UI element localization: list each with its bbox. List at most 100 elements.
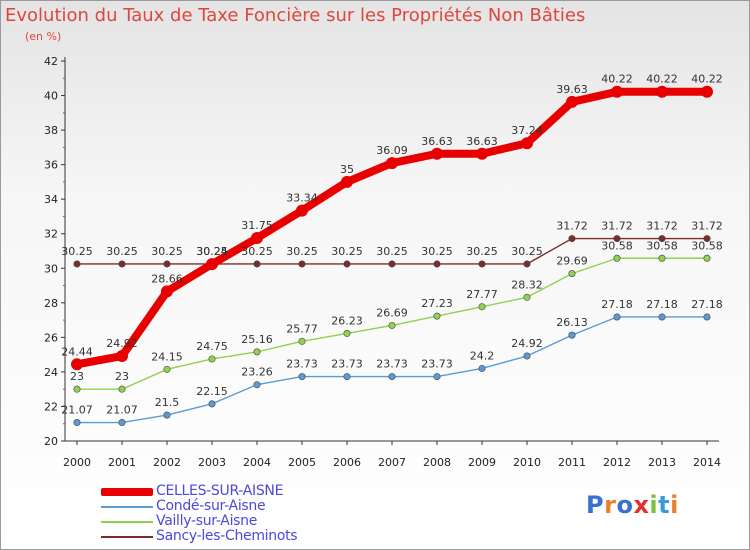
data-label: 30.25 [241,245,273,258]
y-tick-label: 32 [44,228,58,241]
chart-title: Evolution du Taux de Taxe Foncière sur l… [5,5,586,26]
y-tick-label: 42 [44,55,58,68]
data-point [703,313,711,321]
data-label: 31.72 [601,220,633,233]
data-label: 28.32 [511,278,543,291]
data-point [71,358,83,371]
data-point [566,95,578,108]
logo-letter: P [586,491,605,519]
legend-swatch [101,536,153,538]
data-point [613,235,621,243]
legend-swatch [101,506,153,508]
data-point [343,260,351,268]
data-point [163,411,171,419]
x-tick-label: 2011 [558,456,586,469]
legend-label: Sancy-les-Cheminots [156,528,298,544]
data-label: 31.72 [646,220,678,233]
data-point [386,157,398,170]
data-point [206,258,218,271]
data-point [523,260,531,268]
data-label: 30.25 [421,245,453,258]
legend-label: Condé-sur-Aisne [156,498,266,514]
data-point [118,419,126,427]
data-point [388,373,396,381]
data-label: 26.69 [376,306,408,319]
data-point [431,147,443,160]
data-label: 31.75 [241,219,273,232]
data-point [116,350,128,363]
y-tick-label: 26 [44,331,58,344]
data-point [568,331,576,339]
data-point [656,85,668,98]
data-label: 23.73 [376,358,408,371]
data-point [388,321,396,329]
x-tick-label: 2009 [468,456,496,469]
y-tick-label: 28 [44,297,58,310]
data-point [298,260,306,268]
data-point [703,235,711,243]
y-tick-label: 34 [44,193,58,206]
data-label: 26.23 [331,314,363,327]
data-point [343,373,351,381]
data-label: 30.25 [106,245,138,258]
x-tick-label: 2012 [603,456,631,469]
data-label: 24.2 [470,349,495,362]
data-point [251,232,263,245]
data-point [118,260,126,268]
data-point [73,419,81,427]
data-label: 29.69 [556,255,588,268]
data-point [161,285,173,298]
data-label: 23.26 [241,366,273,379]
data-label: 35 [340,163,354,176]
data-point [341,175,353,188]
logo-letter: i [649,491,659,519]
y-tick-label: 20 [44,435,58,448]
data-point [658,313,666,321]
data-label: 30.25 [61,245,93,258]
data-label: 21.07 [61,404,93,417]
data-point [611,85,623,98]
data-point [73,260,81,268]
data-point [478,303,486,311]
data-point [476,147,488,160]
data-point [208,355,216,363]
data-labels: 30.25 30.25 30.25 30.25 30.25 30.25 30.25 30.25… [61,73,723,417]
logo-letter: x [633,491,650,519]
data-label: 25.77 [286,322,318,335]
data-label: 36.63 [421,135,453,148]
data-label: 26.13 [556,316,588,329]
data-point [568,235,576,243]
data-point [163,365,171,373]
data-point [658,254,666,262]
y-tick-label: 38 [44,124,58,137]
data-point [523,352,531,360]
data-point [433,260,441,268]
data-point [521,137,533,150]
data-label: 25.16 [241,333,273,346]
data-label: 31.72 [691,220,723,233]
proxiti-logo: Proxiti [586,491,679,519]
data-label: 36.09 [376,144,408,157]
data-point [478,364,486,372]
data-label: 30.58 [601,239,633,252]
data-label: 30.25 [376,245,408,258]
data-label: 27.18 [601,298,633,311]
data-point [433,373,441,381]
data-point [118,385,126,393]
data-point [701,85,713,98]
data-label: 21.5 [155,396,180,409]
data-point [298,373,306,381]
data-label: 31.72 [556,220,588,233]
data-label: 24.92 [511,337,543,350]
data-label: 40.22 [646,73,678,86]
data-point [613,313,621,321]
data-label: 23.73 [286,358,318,371]
data-label: 27.77 [466,288,498,301]
data-label: 23 [115,370,129,383]
data-label: 30.25 [151,245,183,258]
x-tick-label: 2000 [63,456,91,469]
data-label: 30.58 [646,239,678,252]
data-point [253,381,261,389]
data-label: 22.15 [196,385,228,398]
